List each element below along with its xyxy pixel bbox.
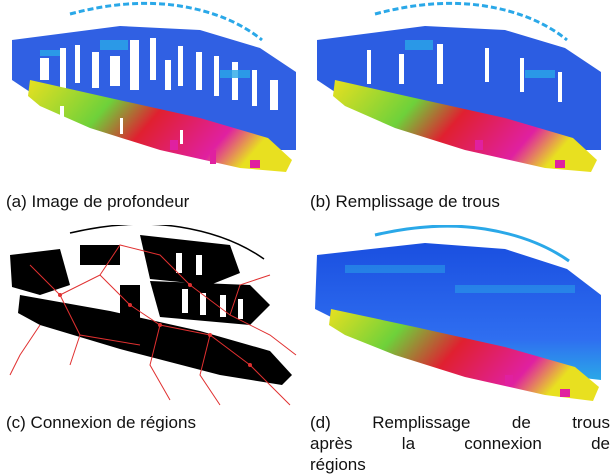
caption-d-line-3: régions [310, 455, 366, 474]
hole-filling-panel [305, 0, 605, 185]
hole-filling-image [317, 1, 601, 172]
filled-after-connection-image [315, 225, 601, 401]
filled-after-connection-panel [305, 225, 605, 410]
depth-image-panel [0, 0, 300, 185]
caption-hole-filling: (b) Remplissage de trous [310, 192, 500, 211]
caption-d-line-1: (d) Remplissage de trous [310, 413, 610, 432]
caption-depth-image: (a) Image de profondeur [6, 192, 190, 211]
region-connection-panel [0, 225, 300, 410]
region-connection-image [9, 225, 297, 406]
depth-image [12, 1, 296, 172]
caption-filled-after-connection: (d) Remplissage de trous après la connex… [310, 412, 610, 475]
caption-region-connection: (c) Connexion de régions [6, 413, 196, 432]
caption-d-line-2: après la connexion de [310, 434, 610, 453]
